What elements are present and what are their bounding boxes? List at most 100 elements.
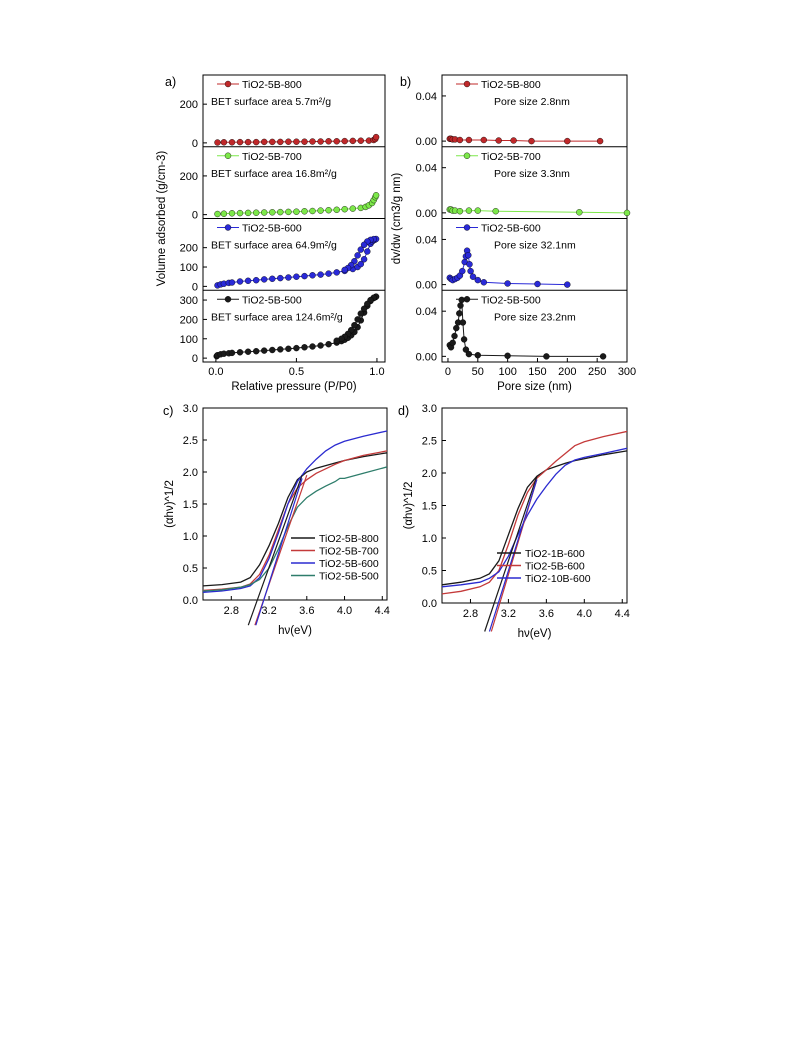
legend-entry: TiO2-5B-500 xyxy=(481,294,541,306)
y-tick-label: 1.5 xyxy=(183,499,198,511)
y-tick-label: 0.00 xyxy=(416,136,437,148)
series-line-TiO2-5B-600 xyxy=(442,430,627,595)
data-point xyxy=(465,207,473,214)
data-point xyxy=(236,278,244,285)
legend-marker xyxy=(224,152,232,159)
data-point xyxy=(467,267,474,275)
legend-marker xyxy=(224,296,232,303)
data-point xyxy=(285,345,292,352)
data-point xyxy=(236,138,244,146)
data-point xyxy=(466,261,473,268)
data-point xyxy=(220,139,228,146)
panel-label-c: c) xyxy=(163,404,173,418)
x-axis-label: Pore size (nm) xyxy=(497,381,572,393)
legend-marker xyxy=(463,224,471,231)
y-tick-label: 0 xyxy=(192,353,198,365)
data-point xyxy=(456,207,464,215)
panel-label-d: d) xyxy=(398,404,409,418)
x-tick-label: 200 xyxy=(558,366,576,378)
tangent-line-TiO2-5B-800 xyxy=(247,474,303,626)
annotation: Pore size 32.1nm xyxy=(494,240,576,252)
data-point xyxy=(301,208,308,215)
y-tick-label: 0.00 xyxy=(416,280,437,292)
x-tick-label: 4.0 xyxy=(337,605,352,617)
series-line-TiO2-5B-500 xyxy=(203,466,387,592)
data-point xyxy=(309,272,316,279)
data-point xyxy=(293,208,300,215)
legend-entry: TiO2-5B-500 xyxy=(319,571,379,583)
y-tick-label: 1.0 xyxy=(183,531,198,543)
data-point xyxy=(480,136,487,144)
x-tick-label: 150 xyxy=(528,366,546,378)
data-point xyxy=(354,252,361,259)
y-tick-label: 0.04 xyxy=(416,234,437,246)
data-point xyxy=(351,322,358,329)
series-line-TiO2-5B-600 xyxy=(203,430,387,593)
data-point xyxy=(301,272,308,280)
y-tick-label: 0.0 xyxy=(422,598,437,610)
data-point xyxy=(462,346,470,353)
data-point xyxy=(261,276,268,283)
data-point xyxy=(214,210,221,218)
y-tick-label: 200 xyxy=(180,171,198,183)
data-point xyxy=(333,269,340,276)
x-tick-label: 4.4 xyxy=(375,605,390,617)
data-point xyxy=(309,138,316,145)
data-point xyxy=(285,208,292,216)
data-point xyxy=(220,210,228,217)
legend-entry: TiO2-5B-600 xyxy=(525,561,585,573)
y-tick-label: 3.0 xyxy=(183,403,198,415)
annotation: Pore size 3.3nm xyxy=(494,168,570,180)
y-axis-label: (αhν)^1/2 xyxy=(403,482,415,530)
data-point xyxy=(360,241,368,249)
data-point xyxy=(576,209,583,216)
data-point xyxy=(504,280,511,287)
legend-entry: TiO2-5B-700 xyxy=(242,151,302,163)
legend-marker xyxy=(463,296,471,303)
legend-entry: TiO2-5B-800 xyxy=(319,533,379,545)
y-tick-label: 0.00 xyxy=(416,208,437,220)
data-point xyxy=(261,209,268,216)
data-point xyxy=(341,137,348,145)
series-line-TiO2-10B-600 xyxy=(442,447,627,588)
data-point xyxy=(341,266,348,274)
data-point xyxy=(510,137,517,144)
data-point xyxy=(564,137,571,145)
x-tick-label: 0.0 xyxy=(208,366,223,378)
data-point xyxy=(325,341,332,348)
y-tick-label: 0.5 xyxy=(183,563,198,575)
data-point xyxy=(457,302,464,309)
y-tick-label: 100 xyxy=(180,262,198,274)
data-point xyxy=(599,353,607,360)
data-point xyxy=(285,274,292,281)
x-axis-label: Relative pressure (P/P0) xyxy=(231,381,356,393)
y-tick-label: 0 xyxy=(192,138,198,150)
data-point xyxy=(317,207,324,214)
data-point xyxy=(495,137,502,144)
plot-area-c xyxy=(203,430,387,593)
data-point xyxy=(474,276,481,284)
data-point xyxy=(228,210,236,217)
data-point xyxy=(465,350,473,358)
data-point xyxy=(465,251,472,259)
data-point xyxy=(228,349,236,357)
y-tick-label: 100 xyxy=(180,334,198,346)
data-point xyxy=(364,248,371,255)
data-point xyxy=(285,138,292,145)
data-point xyxy=(325,206,332,214)
x-tick-label: 250 xyxy=(588,366,606,378)
x-tick-label: 3.6 xyxy=(539,608,554,620)
data-point xyxy=(349,137,356,145)
data-point xyxy=(357,310,364,317)
y-tick-label: 0.5 xyxy=(422,566,437,578)
data-point xyxy=(596,137,604,145)
x-axis-label: hν(eV) xyxy=(518,628,552,640)
annotation: BET surface area 5.7m²/g xyxy=(211,96,331,108)
legend-entry: TiO2-5B-700 xyxy=(319,546,379,558)
x-tick-label: 4.0 xyxy=(577,608,592,620)
y-tick-label: 1.5 xyxy=(422,501,437,513)
data-point xyxy=(456,136,464,144)
panel-label-b: b) xyxy=(400,75,411,89)
data-point xyxy=(317,138,324,145)
